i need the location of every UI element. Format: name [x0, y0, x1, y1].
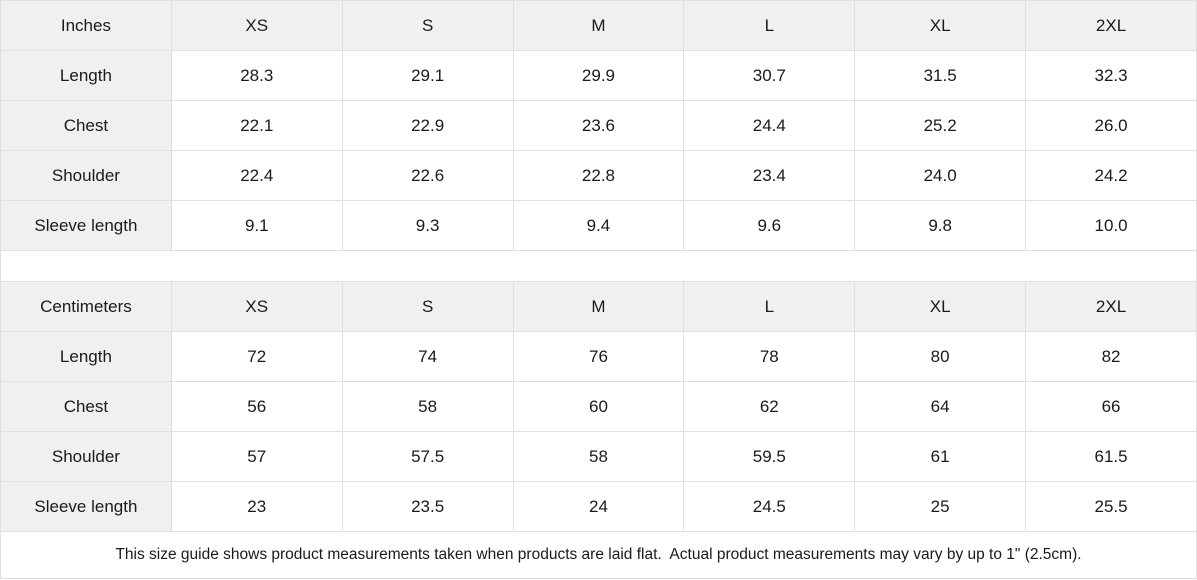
inches-header-row: Inches XS S M L XL 2XL — [0, 0, 1197, 51]
size-value-cell: 31.5 — [854, 50, 1027, 101]
size-value-cell: 22.6 — [341, 150, 514, 201]
column-header-xs: XS — [170, 0, 343, 51]
row-label: Shoulder — [0, 431, 172, 482]
row-label: Chest — [0, 381, 172, 432]
table-row: Chest 22.1 22.9 23.6 24.4 25.2 26.0 — [0, 100, 1197, 151]
column-header-l: L — [683, 281, 856, 332]
size-value-cell: 62 — [683, 381, 856, 432]
table-row: Length 28.3 29.1 29.9 30.7 31.5 32.3 — [0, 50, 1197, 101]
size-value-cell: 30.7 — [683, 50, 856, 101]
table-row: Shoulder 57 57.5 58 59.5 61 61.5 — [0, 431, 1197, 482]
table-row: Sleeve length 23 23.5 24 24.5 25 25.5 — [0, 481, 1197, 532]
size-value-cell: 22.4 — [170, 150, 343, 201]
size-value-cell: 25.2 — [854, 100, 1027, 151]
size-value-cell: 61 — [854, 431, 1027, 482]
size-value-cell: 23.6 — [512, 100, 685, 151]
column-header-2xl: 2XL — [1025, 0, 1197, 51]
size-value-cell: 24.4 — [683, 100, 856, 151]
table-row: Length 72 74 76 78 80 82 — [0, 331, 1197, 382]
column-header-xs: XS — [170, 281, 343, 332]
size-value-cell: 24.0 — [854, 150, 1027, 201]
row-label: Chest — [0, 100, 172, 151]
size-value-cell: 56 — [170, 381, 343, 432]
size-value-cell: 58 — [341, 381, 514, 432]
column-header-s: S — [341, 0, 514, 51]
size-value-cell: 76 — [512, 331, 685, 382]
size-value-cell: 24.2 — [1025, 150, 1197, 201]
size-value-cell: 23 — [170, 481, 343, 532]
size-value-cell: 9.4 — [512, 200, 685, 251]
row-label: Length — [0, 50, 172, 101]
table-row: Shoulder 22.4 22.6 22.8 23.4 24.0 24.2 — [0, 150, 1197, 201]
size-value-cell: 82 — [1025, 331, 1197, 382]
size-value-cell: 28.3 — [170, 50, 343, 101]
size-value-cell: 61.5 — [1025, 431, 1197, 482]
size-value-cell: 32.3 — [1025, 50, 1197, 101]
size-value-cell: 60 — [512, 381, 685, 432]
table-row: Chest 56 58 60 62 64 66 — [0, 381, 1197, 432]
row-label: Length — [0, 331, 172, 382]
size-value-cell: 9.1 — [170, 200, 343, 251]
unit-header: Inches — [0, 0, 172, 51]
size-value-cell: 26.0 — [1025, 100, 1197, 151]
size-value-cell: 72 — [170, 331, 343, 382]
row-label: Sleeve length — [0, 200, 172, 251]
size-value-cell: 80 — [854, 331, 1027, 382]
column-header-s: S — [341, 281, 514, 332]
size-value-cell: 29.9 — [512, 50, 685, 101]
size-value-cell: 9.6 — [683, 200, 856, 251]
size-value-cell: 23.4 — [683, 150, 856, 201]
size-value-cell: 9.8 — [854, 200, 1027, 251]
row-label: Shoulder — [0, 150, 172, 201]
column-header-xl: XL — [854, 281, 1027, 332]
size-value-cell: 9.3 — [341, 200, 514, 251]
size-value-cell: 10.0 — [1025, 200, 1197, 251]
size-value-cell: 59.5 — [683, 431, 856, 482]
size-value-cell: 78 — [683, 331, 856, 382]
size-value-cell: 25 — [854, 481, 1027, 532]
column-header-2xl: 2XL — [1025, 281, 1197, 332]
table-section-spacer — [0, 251, 1197, 281]
size-value-cell: 23.5 — [341, 481, 514, 532]
column-header-m: M — [512, 281, 685, 332]
row-label: Sleeve length — [0, 481, 172, 532]
size-value-cell: 22.9 — [341, 100, 514, 151]
size-value-cell: 66 — [1025, 381, 1197, 432]
column-header-l: L — [683, 0, 856, 51]
size-value-cell: 57.5 — [341, 431, 514, 482]
measurement-disclaimer: This size guide shows product measuremen… — [0, 532, 1197, 579]
size-value-cell: 64 — [854, 381, 1027, 432]
column-header-xl: XL — [854, 0, 1027, 51]
inches-size-table: Inches XS S M L XL 2XL Length 28.3 29.1 … — [0, 0, 1197, 251]
size-value-cell: 29.1 — [341, 50, 514, 101]
size-value-cell: 57 — [170, 431, 343, 482]
size-value-cell: 24.5 — [683, 481, 856, 532]
size-value-cell: 22.1 — [170, 100, 343, 151]
size-value-cell: 24 — [512, 481, 685, 532]
table-row: Sleeve length 9.1 9.3 9.4 9.6 9.8 10.0 — [0, 200, 1197, 251]
column-header-m: M — [512, 0, 685, 51]
size-value-cell: 74 — [341, 331, 514, 382]
size-value-cell: 25.5 — [1025, 481, 1197, 532]
centimeters-header-row: Centimeters XS S M L XL 2XL — [0, 281, 1197, 332]
size-value-cell: 58 — [512, 431, 685, 482]
centimeters-size-table: Centimeters XS S M L XL 2XL Length 72 74… — [0, 281, 1197, 532]
size-value-cell: 22.8 — [512, 150, 685, 201]
unit-header: Centimeters — [0, 281, 172, 332]
